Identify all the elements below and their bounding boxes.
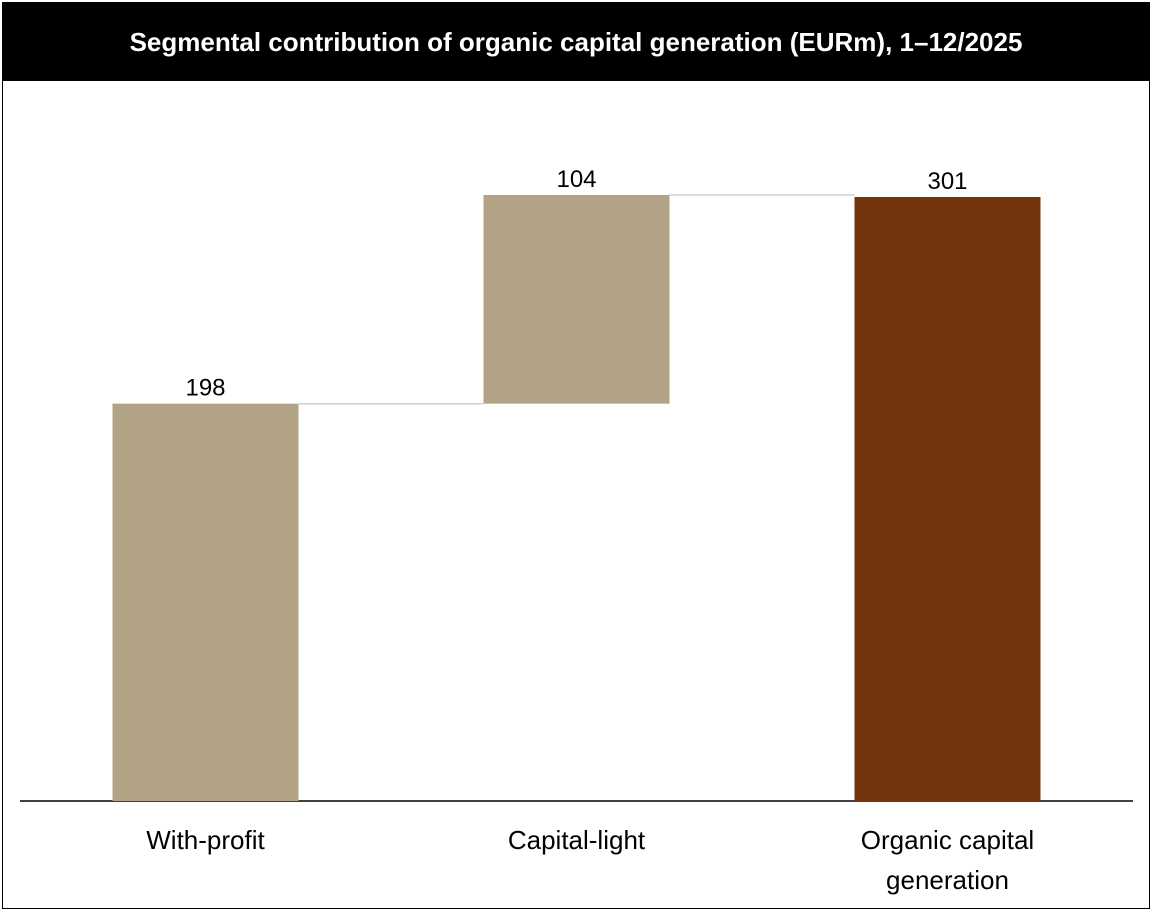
x-tick-label: With-profit: [146, 825, 265, 855]
bar: [112, 403, 299, 801]
x-tick-label: Capital-light: [507, 825, 646, 855]
bar: [483, 195, 670, 404]
data-label: 198: [185, 375, 225, 402]
x-tick-label: Organic capital generation: [860, 825, 1035, 895]
chart-title: Segmental contribution of organic capita…: [3, 3, 1149, 81]
data-label: 301: [927, 168, 967, 195]
data-label: 104: [556, 166, 596, 193]
bar: [854, 197, 1041, 802]
